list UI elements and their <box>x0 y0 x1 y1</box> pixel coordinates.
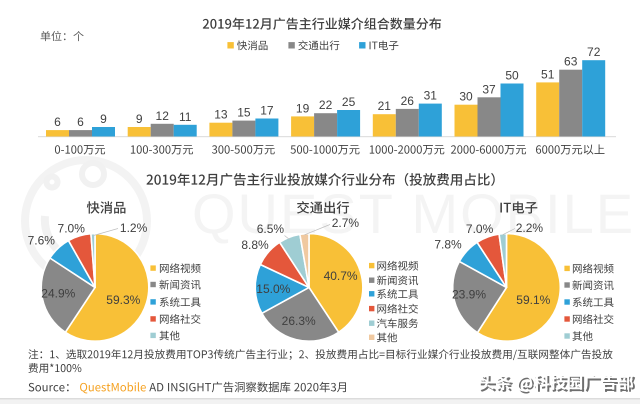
svg-text:11: 11 <box>179 110 192 124</box>
svg-text:22: 22 <box>319 98 333 112</box>
svg-text:23.9%: 23.9% <box>452 287 486 301</box>
svg-text:30: 30 <box>459 90 473 104</box>
svg-text:QUEST MOBILE: QUEST MOBILE <box>192 182 635 245</box>
svg-text:13: 13 <box>214 108 228 122</box>
svg-text:40.7%: 40.7% <box>324 269 358 283</box>
svg-text:7.8%: 7.8% <box>434 238 462 252</box>
svg-text:72: 72 <box>587 45 601 59</box>
svg-text:9: 9 <box>100 112 107 126</box>
svg-text:15.0%: 15.0% <box>256 282 290 296</box>
svg-text:2.2%: 2.2% <box>516 221 544 235</box>
svg-text:7.6%: 7.6% <box>28 233 56 247</box>
svg-text:9: 9 <box>136 112 143 126</box>
svg-text:31: 31 <box>424 89 438 103</box>
svg-text:12: 12 <box>156 109 170 123</box>
svg-text:50: 50 <box>505 69 519 83</box>
svg-text:63: 63 <box>564 55 578 69</box>
svg-text:59.1%: 59.1% <box>516 293 550 307</box>
svg-text:25: 25 <box>342 95 356 109</box>
svg-text:59.3%: 59.3% <box>106 293 140 307</box>
svg-text:1.2%: 1.2% <box>120 221 148 235</box>
svg-text:26.3%: 26.3% <box>282 314 316 328</box>
svg-text:6: 6 <box>77 115 84 129</box>
svg-text:51: 51 <box>541 67 555 81</box>
svg-text:24.9%: 24.9% <box>41 287 75 301</box>
svg-text:7.0%: 7.0% <box>466 222 494 236</box>
svg-text:19: 19 <box>296 101 310 115</box>
svg-text:8.8%: 8.8% <box>241 238 269 252</box>
svg-text:21: 21 <box>378 99 392 113</box>
svg-text:7.0%: 7.0% <box>58 221 86 235</box>
svg-text:6: 6 <box>54 115 61 129</box>
svg-text:15: 15 <box>237 106 251 120</box>
svg-text:26: 26 <box>401 94 415 108</box>
svg-text:17: 17 <box>260 104 274 118</box>
svg-text:37: 37 <box>482 82 496 96</box>
svg-text:2.7%: 2.7% <box>332 216 360 230</box>
svg-text:6.5%: 6.5% <box>257 222 285 236</box>
